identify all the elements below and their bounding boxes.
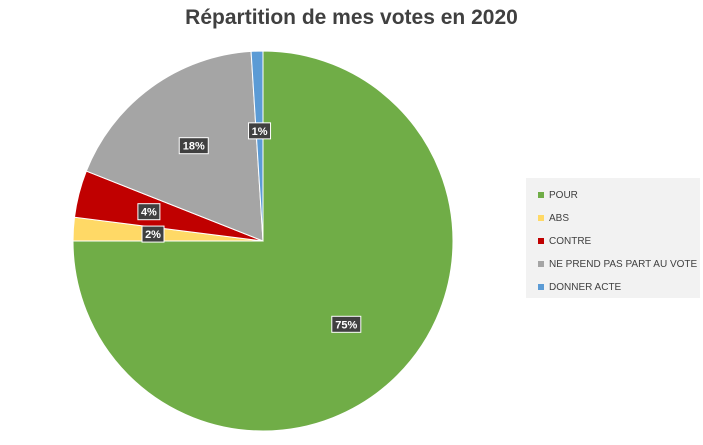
legend-item-donner-acte: DONNER ACTE [538,280,621,294]
data-label-donner-acte: 1% [248,122,272,140]
chart-title: Répartition de mes votes en 2020 [185,6,518,29]
svg-text:4%: 4% [141,207,157,219]
data-label-contre: 4% [137,203,161,221]
legend-swatch [538,261,544,267]
legend-item-ne-prend-pas-part-au-vote: NE PREND PAS PART AU VOTE [538,257,697,271]
legend-item-contre: CONTRE [538,234,591,248]
svg-text:75%: 75% [335,319,357,331]
legend-swatch [538,284,544,290]
legend-swatch [538,192,544,198]
legend-swatch [538,238,544,244]
pie-slice-ne-prend-pas-part-au-vote [85,50,264,242]
data-label-pour: 75% [331,315,362,333]
legend: POUR ABS CONTRE NE PREND PAS PART AU VOTE DO… [526,178,700,298]
legend-item-abs: ABS [538,211,569,225]
legend-label: DONNER ACTE [549,281,622,293]
pie-slice-donner-acte [250,50,264,242]
legend-item-pour: POUR [538,188,578,202]
legend-label: CONTRE [549,235,592,247]
legend-label: POUR [549,189,578,201]
legend-swatch [538,215,544,221]
legend-label: ABS [549,212,570,224]
svg-text:18%: 18% [183,141,205,153]
data-label-ne-prend-pas-part-au-vote: 18% [178,137,209,155]
legend-label: NE PREND PAS PART AU VOTE [549,258,698,270]
data-label-abs: 2% [141,225,165,243]
svg-text:1%: 1% [252,126,268,138]
svg-text:2%: 2% [145,229,161,241]
